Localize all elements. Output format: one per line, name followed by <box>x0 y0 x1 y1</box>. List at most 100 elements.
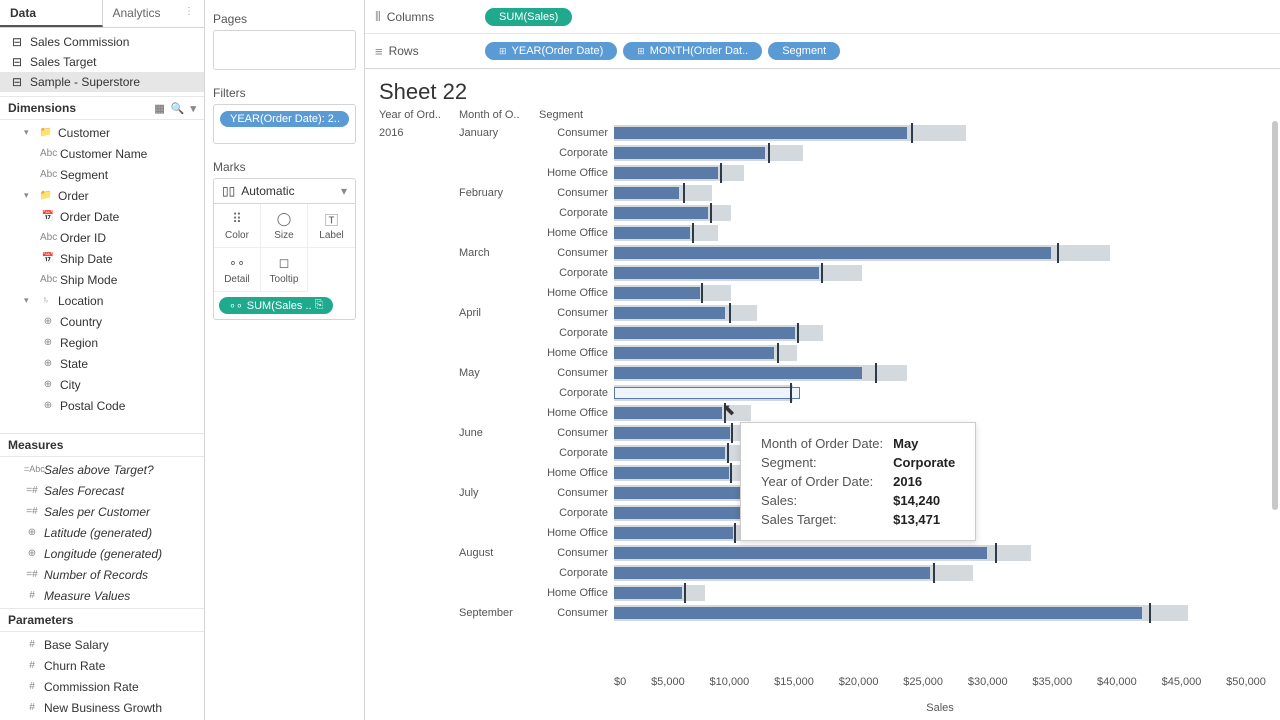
chart-row[interactable]: Home Office <box>379 283 1266 303</box>
field-row[interactable]: =#Sales Forecast <box>0 480 204 501</box>
field-row[interactable]: ⊕State <box>0 353 204 374</box>
mark-size[interactable]: ◯Size <box>261 204 308 248</box>
bar[interactable] <box>614 304 1266 322</box>
datasource-item[interactable]: ⊟Sales Commission <box>0 32 204 52</box>
shelf-pill[interactable]: ⊞MONTH(Order Dat.. <box>623 42 762 60</box>
tooltip: Month of Order Date:MaySegment:Corporate… <box>740 422 976 541</box>
bar[interactable] <box>614 564 1266 582</box>
folder-icon: 📁 <box>38 190 54 201</box>
datasource-item[interactable]: ⊟Sales Target <box>0 52 204 72</box>
bar[interactable] <box>614 144 1266 162</box>
tick-label: $30,000 <box>968 676 1008 688</box>
chart-row[interactable]: Corporate <box>379 383 1266 403</box>
bar[interactable] <box>614 344 1266 362</box>
mark-detail[interactable]: ∘∘Detail <box>214 248 261 292</box>
field-row[interactable]: ⊕Region <box>0 332 204 353</box>
field-row[interactable]: 📅Order Date <box>0 206 204 227</box>
mark-tooltip[interactable]: ◻Tooltip <box>261 248 308 292</box>
shelf-pill[interactable]: Segment <box>768 42 840 60</box>
mark-label[interactable]: 🅃Label <box>308 204 355 248</box>
field-row[interactable]: AbcSegment <box>0 164 204 185</box>
segment-label: Home Office <box>539 287 614 299</box>
chart-row[interactable]: 2016JanuaryConsumer <box>379 123 1266 143</box>
field-row[interactable]: AbcOrder ID <box>0 227 204 248</box>
folder-row[interactable]: ▾📁Order <box>0 185 204 206</box>
marks-field-pill[interactable]: ∘∘SUM(Sales .. ⎘ <box>219 297 333 314</box>
field-row[interactable]: ⊕City <box>0 374 204 395</box>
menu-icon[interactable]: ▾ <box>190 102 196 115</box>
chart-row[interactable]: Home Office <box>379 403 1266 423</box>
chart-row[interactable]: Corporate <box>379 263 1266 283</box>
bar[interactable] <box>614 604 1266 622</box>
bar[interactable] <box>614 184 1266 202</box>
field-row[interactable]: =AbcSales above Target? <box>0 459 204 480</box>
marks-type-select[interactable]: ▯▯ Automatic ▾ <box>214 179 355 204</box>
chart-row[interactable]: MarchConsumer <box>379 243 1266 263</box>
filters-label: Filters <box>213 82 356 104</box>
bar[interactable] <box>614 384 1266 402</box>
chart-row[interactable]: Home Office <box>379 343 1266 363</box>
shelf-pill[interactable]: SUM(Sales) <box>485 8 572 26</box>
datasource-item[interactable]: ⊟Sample - Superstore <box>0 72 204 92</box>
chart-row[interactable]: AprilConsumer <box>379 303 1266 323</box>
bar[interactable] <box>614 404 1266 422</box>
field-row[interactable]: =#Sales per Customer <box>0 501 204 522</box>
chart-row[interactable]: Corporate <box>379 203 1266 223</box>
chart-row[interactable]: Corporate <box>379 563 1266 583</box>
field-row[interactable]: 📅Ship Date <box>0 248 204 269</box>
field-row[interactable]: #Measure Values <box>0 585 204 606</box>
segment-label: Consumer <box>539 127 614 139</box>
bar[interactable] <box>614 324 1266 342</box>
field-row[interactable]: ⊕Postal Code <box>0 395 204 416</box>
chart-row[interactable]: FebruaryConsumer <box>379 183 1266 203</box>
field-row[interactable]: #Churn Rate <box>0 655 204 676</box>
rows-shelf[interactable]: ≡Rows ⊞YEAR(Order Date)⊞MONTH(Order Dat.… <box>365 34 1280 68</box>
field-row[interactable]: ⊕Country <box>0 311 204 332</box>
columns-shelf[interactable]: ⦀Columns SUM(Sales) <box>365 0 1280 34</box>
chart-row[interactable]: MayConsumer <box>379 363 1266 383</box>
bar[interactable] <box>614 544 1266 562</box>
bar[interactable] <box>614 584 1266 602</box>
field-row[interactable]: #Commission Rate <box>0 676 204 697</box>
field-row[interactable]: AbcShip Mode <box>0 269 204 290</box>
bar[interactable] <box>614 284 1266 302</box>
bar[interactable] <box>614 264 1266 282</box>
mark-color[interactable]: ⠿Color <box>214 204 261 248</box>
chart-row[interactable]: Corporate <box>379 143 1266 163</box>
field-row[interactable]: ⊕Latitude (generated) <box>0 522 204 543</box>
tick-label: $10,000 <box>710 676 750 688</box>
type-icon: ⊕ <box>40 358 56 369</box>
chart-row[interactable]: Home Office <box>379 223 1266 243</box>
type-icon: # <box>24 590 40 601</box>
filters-shelf[interactable]: YEAR(Order Date): 2.. <box>213 104 356 144</box>
tab-analytics[interactable]: Analytics⋮ <box>103 0 205 27</box>
bar[interactable] <box>614 124 1266 142</box>
tab-data[interactable]: Data <box>0 0 103 27</box>
field-row[interactable]: AbcCustomer Name <box>0 143 204 164</box>
datasource-icon: ⊟ <box>10 75 24 89</box>
bar[interactable] <box>614 224 1266 242</box>
pages-shelf[interactable] <box>213 30 356 70</box>
detail-icon: ∘∘ <box>229 299 243 312</box>
shelf-pill[interactable]: ⊞YEAR(Order Date) <box>485 42 617 60</box>
search-icon[interactable]: 🔍 <box>171 102 185 115</box>
list-icon[interactable]: ▦ <box>154 102 164 115</box>
filter-pill[interactable]: YEAR(Order Date): 2.. <box>220 111 349 127</box>
field-row[interactable]: #Base Salary <box>0 634 204 655</box>
bar[interactable] <box>614 364 1266 382</box>
sheet-title[interactable]: Sheet 22 <box>365 69 1280 109</box>
scrollbar[interactable] <box>1270 121 1278 676</box>
bar[interactable] <box>614 164 1266 182</box>
folder-row[interactable]: ▾♄Location <box>0 290 204 311</box>
field-row[interactable]: ⊕Longitude (generated) <box>0 543 204 564</box>
chart-row[interactable]: SeptemberConsumer <box>379 603 1266 623</box>
folder-row[interactable]: ▾📁Customer <box>0 122 204 143</box>
field-row[interactable]: =#Number of Records <box>0 564 204 585</box>
field-row[interactable]: #New Business Growth <box>0 697 204 718</box>
chart-row[interactable]: Home Office <box>379 163 1266 183</box>
chart-row[interactable]: Home Office <box>379 583 1266 603</box>
bar[interactable] <box>614 204 1266 222</box>
bar[interactable] <box>614 244 1266 262</box>
chart-row[interactable]: Corporate <box>379 323 1266 343</box>
chart-row[interactable]: AugustConsumer <box>379 543 1266 563</box>
